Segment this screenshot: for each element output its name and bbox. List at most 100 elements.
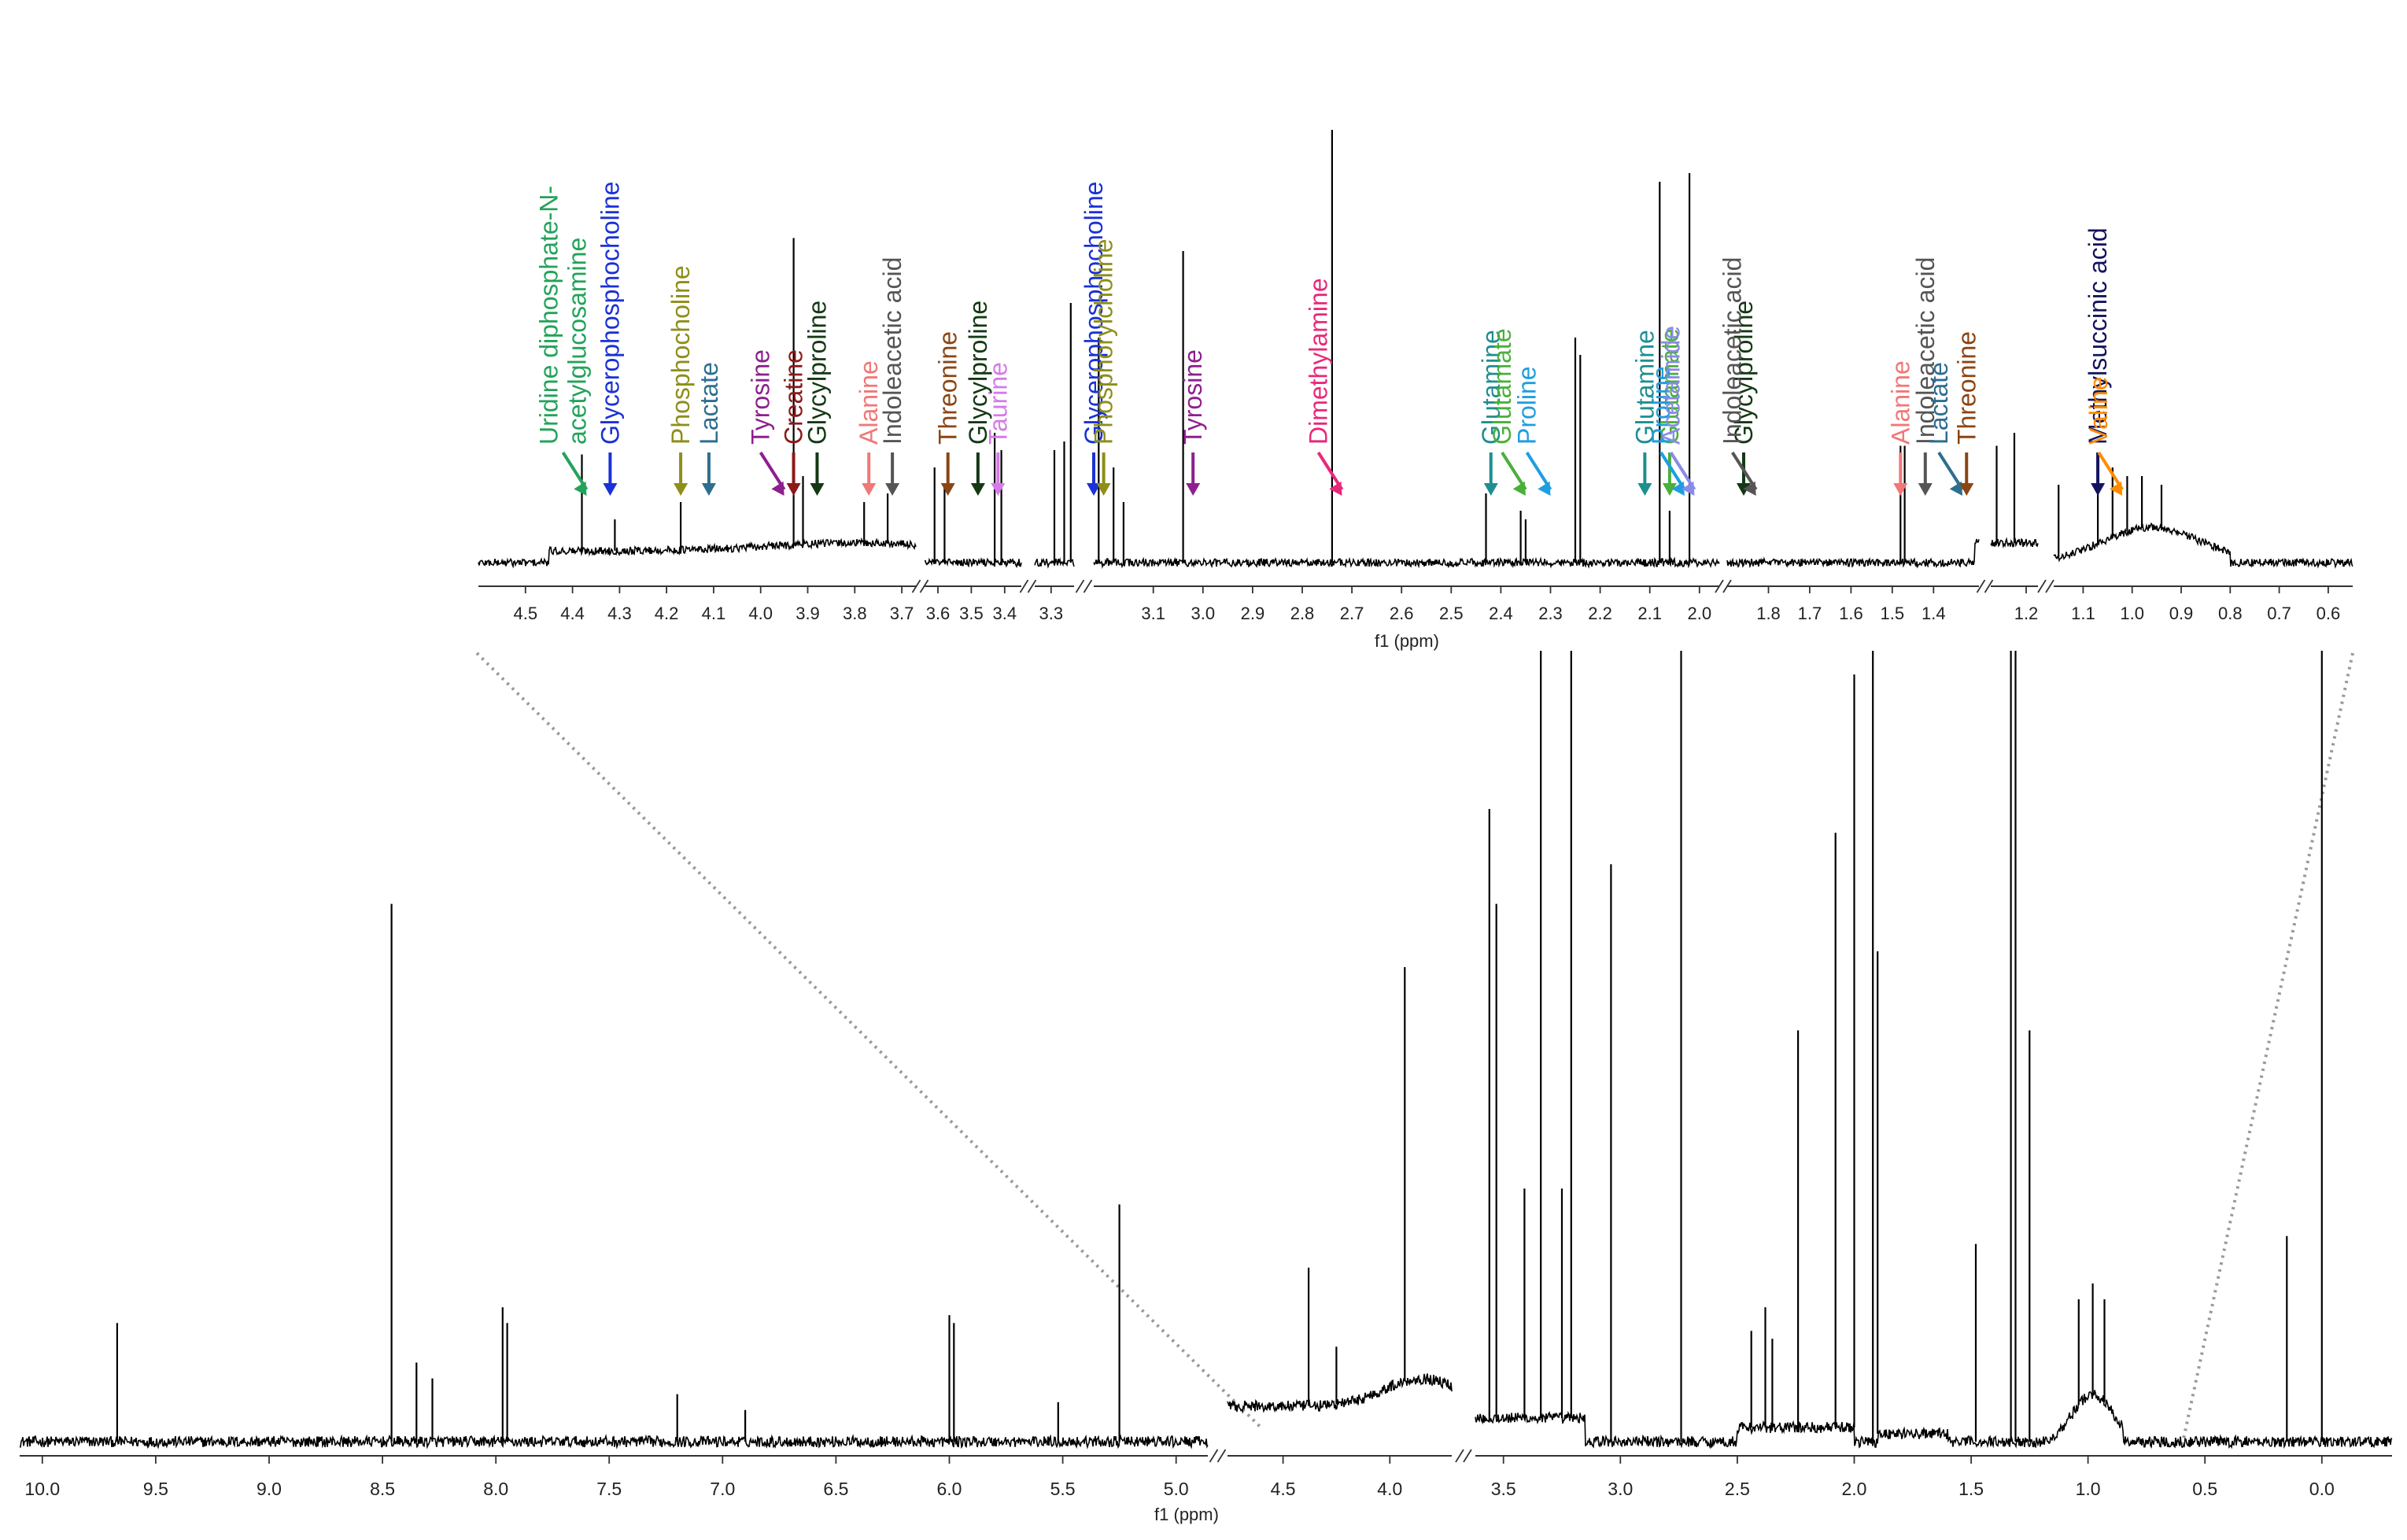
annotation-20: Glutamate xyxy=(1656,328,1684,496)
inset-tick-label: 4.1 xyxy=(702,604,726,623)
inset-axis-break xyxy=(1019,579,1029,593)
annotation-8: Indoleacetic acid xyxy=(878,257,906,496)
annotation-4: Tyrosine xyxy=(747,349,786,496)
inset-tick-label: 2.2 xyxy=(1588,604,1612,623)
inset-axis-break xyxy=(1715,579,1724,593)
annotation-label: Phosphorylcholine xyxy=(1090,239,1118,445)
annotation-arrowhead xyxy=(885,483,900,496)
annotation-25: Alanine xyxy=(1886,360,1914,496)
annotation-arrowhead xyxy=(862,483,877,496)
metabolite-annotations: Uridine diphosphate-N-acetylglucosamine G… xyxy=(535,182,2124,496)
zoom-line-right xyxy=(2180,652,2354,1449)
inset-tick-label: 0.9 xyxy=(2169,604,2194,623)
annotation-label: Glycerophosphocholine xyxy=(1080,182,1108,445)
inset-tick-label: 2.7 xyxy=(1340,604,1364,623)
inset-axis-break xyxy=(1075,579,1085,593)
annotation-arrowhead xyxy=(1637,483,1652,496)
annotation-arrow xyxy=(1937,451,1964,491)
annotation-21: Proline xyxy=(1647,366,1686,496)
annotation-26: Indoleacetic acid xyxy=(1911,257,1940,496)
annotation-label: Tyrosine xyxy=(1179,349,1207,445)
inset-tick-label: 2.3 xyxy=(1538,604,1563,623)
inset-tick-label: 1.4 xyxy=(1922,604,1946,623)
inset-tick-label: 3.5 xyxy=(959,604,984,623)
inset-tick-label: 1.5 xyxy=(1881,604,1905,623)
main-tick-label: 8.5 xyxy=(370,1479,395,1499)
annotation-label: Valine xyxy=(2084,376,2113,445)
annotation-arrowhead xyxy=(1893,483,1908,496)
inset-baseline-segment xyxy=(924,556,1022,568)
main-x-axis: 10.0 9.5 9.0 8.5 8.0 7.5 7.0 6.5 6.0 5.5 5.0 4.5 4.0… xyxy=(20,1449,2392,1499)
annotation-label: Lactate xyxy=(1925,362,1953,445)
inset-baseline-segment xyxy=(1726,538,1980,569)
main-tick-label: 9.5 xyxy=(143,1479,168,1499)
annotation-label: Glutamine xyxy=(1477,330,1505,445)
inset-axis-break xyxy=(1083,579,1093,593)
annotation-label: Glutamate xyxy=(1488,328,1516,445)
annotation-arrowhead xyxy=(1671,481,1685,496)
inset-tick-label: 3.4 xyxy=(993,604,1017,623)
annotation-arrow xyxy=(1316,451,1344,491)
inset-tick-label: 2.6 xyxy=(1390,604,1414,623)
main-tick-label: 8.0 xyxy=(483,1479,508,1499)
inset-tick-label: 0.6 xyxy=(2317,604,2341,623)
annotation-7: Alanine xyxy=(855,360,883,496)
inset-tick-label: 2.9 xyxy=(1241,604,1265,623)
annotation-23: Glycylproline xyxy=(1730,301,1758,496)
annotation-arrowhead xyxy=(603,483,618,496)
main-tick-label: 5.5 xyxy=(1050,1479,1076,1499)
main-tick-label: 2.5 xyxy=(1725,1479,1750,1499)
annotation-label: Glycylproline xyxy=(964,301,992,445)
inset-tick-label: 4.4 xyxy=(560,604,585,623)
annotation-label: Taurine xyxy=(984,362,1012,445)
inset-tick-label: 3.6 xyxy=(926,604,951,623)
annotation-arrowhead xyxy=(1096,483,1111,496)
annotation-29: Methylsuccinic acid xyxy=(2084,227,2112,496)
annotation-arrowhead xyxy=(810,483,825,496)
annotation-16: Glutamine xyxy=(1477,330,1505,496)
main-tick-label: 3.0 xyxy=(1608,1479,1633,1499)
main-tick-label: 1.0 xyxy=(2076,1479,2101,1499)
annotation-27: Lactate xyxy=(1925,362,1964,496)
inset-axis-break xyxy=(1976,579,1986,593)
annotation-label: Lactate xyxy=(695,362,723,445)
inset-tick-label: 0.8 xyxy=(2218,604,2243,623)
annotation-label: Alanine xyxy=(855,360,883,445)
annotation-label: Creatine xyxy=(780,349,808,445)
annotation-label: acetylglucosamine xyxy=(563,238,592,445)
inset-axis-break xyxy=(2045,579,2054,593)
annotation-label: Tyrosine xyxy=(747,349,775,445)
inset-tick-label: 4.5 xyxy=(514,604,538,623)
annotation-label: Indoleacetic acid xyxy=(1718,257,1747,445)
main-tick-label: 4.0 xyxy=(1377,1479,1402,1499)
inset-tick-label: 1.6 xyxy=(1839,604,1863,623)
inset-axis-break xyxy=(919,579,929,593)
inset-tick-label: 2.1 xyxy=(1637,604,1662,623)
main-x-axis-label: f1 (ppm) xyxy=(1154,1505,1219,1524)
main-tick-label: 0.0 xyxy=(2309,1479,2335,1499)
inset-axis-break xyxy=(1984,579,1994,593)
inset-tick-label: 3.7 xyxy=(890,604,914,623)
inset-tick-label: 3.1 xyxy=(1141,604,1165,623)
inset-baseline-segment xyxy=(1034,557,1075,569)
annotation-arrow xyxy=(561,451,589,491)
annotation-label: Indoleacetic acid xyxy=(878,257,906,445)
annotation-12: Glycerophosphocholine xyxy=(1080,182,1108,496)
annotation-arrowhead xyxy=(1959,483,1974,496)
annotation-label: Glutamate xyxy=(1656,328,1684,445)
annotation-22: Acetamide xyxy=(1657,326,1696,496)
inset-spectrum-panel: 4.5 4.4 4.3 4.2 4.1 4.0 3.9 3.8 3.7 3.6 3.5 3.4 3.3 3… xyxy=(478,130,2353,651)
annotation-label: Acetamide xyxy=(1657,326,1685,445)
annotation-label: Glycerophosphocholine xyxy=(596,182,624,445)
inset-tick-label: 3.9 xyxy=(796,604,820,623)
inset-axis-break xyxy=(2037,579,2047,593)
annotation-arrow xyxy=(759,451,786,491)
annotation-13: Phosphorylcholine xyxy=(1090,239,1118,496)
annotation-label: Phosphocholine xyxy=(666,265,695,445)
annotation-arrowhead xyxy=(771,481,784,496)
inset-tick-label: 2.5 xyxy=(1439,604,1464,623)
annotation-19: Glutamine xyxy=(1630,330,1659,496)
inset-tick-label: 3.8 xyxy=(843,604,867,623)
main-axis-break xyxy=(1463,1449,1472,1463)
annotation-arrow xyxy=(1731,451,1758,491)
